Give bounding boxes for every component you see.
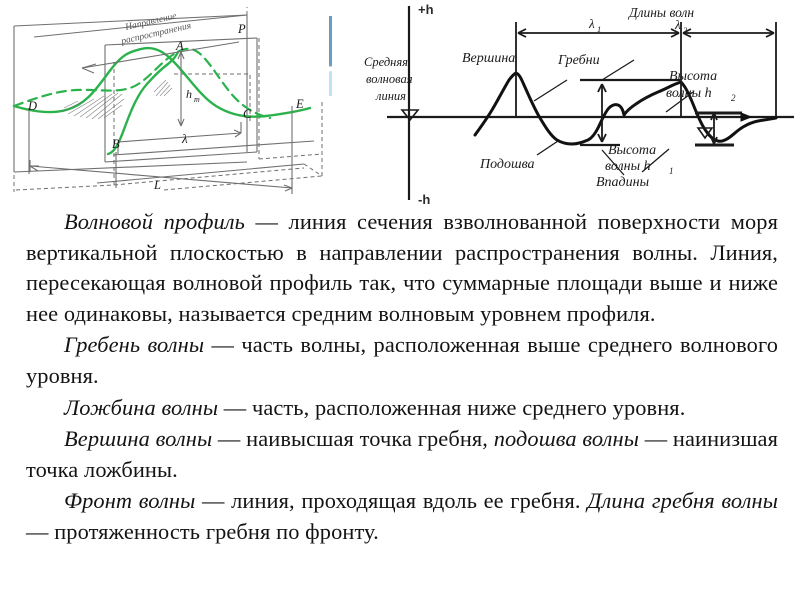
label-trough-point: Подошва xyxy=(479,157,535,172)
label-point-E: E xyxy=(295,97,304,111)
dash-ht-guides xyxy=(174,73,251,122)
mean-line-label-1: Средняя xyxy=(364,55,408,69)
paragraph-front: Фронт волны — линия, проходящая вдоль ее… xyxy=(26,486,778,547)
text-crest-length-body: — протяженность гребня по фронту. xyxy=(26,518,379,544)
wave-height-2-guides xyxy=(695,111,742,147)
text-front-body: — линия, проходящая вдоль ее гребня. xyxy=(195,488,588,514)
label-wave-lengths: Длины волн xyxy=(627,5,694,20)
label-wave-height-1-line1: Высота xyxy=(608,143,656,158)
dim-crest-length-arrow xyxy=(29,160,293,194)
mean-line-label-2: волновая xyxy=(366,72,413,86)
wave-curve-rear-dashed xyxy=(12,47,272,120)
figures-strip: Направление распространения A B C D E P … xyxy=(0,0,800,205)
paragraph-peak: Вершина волны — наивысшая точка гребня, … xyxy=(26,424,778,485)
section-plane-top-edge xyxy=(104,37,258,46)
wave-curve-front-solid xyxy=(12,46,312,118)
term-front: Фронт волны xyxy=(64,488,196,514)
axis-label-plus-h: +h xyxy=(418,2,434,17)
vertical-drop-ticks xyxy=(28,106,293,190)
wave-level-triangle-icon-right xyxy=(696,127,714,140)
leader-lines xyxy=(533,59,694,176)
label-crests: Гребни xyxy=(557,53,600,68)
paragraph-crest: Гребень волны — часть волны, расположенн… xyxy=(26,330,778,391)
dash-base-corner xyxy=(303,163,323,177)
definitions-text-block: Волновой профиль — линия сечения взволно… xyxy=(26,207,778,597)
label-wave-height-2-line1: Высота xyxy=(669,69,717,84)
label-point-P: P xyxy=(237,22,246,36)
term-wave-profile: Волновой профиль xyxy=(64,209,245,234)
wave-height-2-arrow xyxy=(710,112,718,145)
dim-wave-height-arrow xyxy=(177,51,185,127)
dash-base-front xyxy=(113,167,305,186)
lambda1-dimension xyxy=(517,28,680,38)
dash-base-right xyxy=(258,153,323,160)
label-wave-height-2-line2: волны h xyxy=(666,86,712,101)
label-wave-height-sub: т xyxy=(194,95,200,104)
label-point-D: D xyxy=(27,99,37,113)
mean-level-triangle-icon xyxy=(400,109,420,122)
section-plane-bottom-edge xyxy=(104,151,258,163)
text-wave-profile-body: — линия сечения взволнованной поверхност… xyxy=(26,209,778,326)
label-wave-height-2-sub: 2 xyxy=(731,93,736,103)
wave-profile-curve xyxy=(473,71,778,146)
hatching-shade xyxy=(61,92,125,120)
term-bottom: подошва волны xyxy=(493,426,639,452)
dim-wavelength-arrow xyxy=(117,122,242,154)
label-point-C: C xyxy=(243,107,252,121)
axis-label-minus-h: -h xyxy=(418,192,430,205)
base-plane-front-edge xyxy=(96,163,305,184)
lambda2-dimension xyxy=(682,28,775,38)
paragraph-trough: Ложбина волны — часть, расположенная ниж… xyxy=(26,393,778,424)
propagation-guide-line xyxy=(33,14,248,38)
label-wavelength-lambda: λ xyxy=(181,131,188,146)
dash-base-left xyxy=(15,184,115,191)
figure-3d-wave-profile: Направление распространения A B C D E P … xyxy=(4,2,334,207)
label-lambda1: λ xyxy=(588,16,595,31)
term-peak: Вершина волны xyxy=(64,426,213,452)
term-crest: Гребень волны xyxy=(64,332,205,358)
label-wave-height-h: h xyxy=(186,87,192,101)
text-crest-body: — часть волны, расположенная выше средне… xyxy=(26,332,778,388)
dash-base-far xyxy=(163,175,323,191)
wave-curve-section-solid xyxy=(106,50,180,156)
plane-back-top-edge xyxy=(13,14,248,27)
label-lambda2: λ xyxy=(674,17,681,32)
crest-reference-lines xyxy=(515,22,777,117)
propagation-arrow xyxy=(81,41,240,74)
figure-wave-definitions: +h -h Средняя волновая линия xyxy=(362,0,800,205)
hatching-shade-crest xyxy=(153,79,173,97)
mean-line-label-3: линия xyxy=(375,89,406,103)
label-troughs: Впадины xyxy=(596,175,649,190)
label-point-A: A xyxy=(175,39,184,53)
base-plane-back-edge xyxy=(112,140,315,156)
label-lambda2-sub: 2 xyxy=(683,25,688,35)
term-crest-length: Длина гребня волны xyxy=(587,488,778,514)
wave-height-1-guides xyxy=(580,78,680,147)
label-crest-point: Вершина xyxy=(462,51,515,66)
text-peak-body: — наивысшая точка гребня, xyxy=(212,426,494,452)
wave-height-1-arrow xyxy=(597,83,607,143)
text-bottom-body: — наинизшая точка ложбины. xyxy=(26,426,778,482)
label-wave-height-1-line2: волны h xyxy=(605,159,651,174)
level-arrow-marker xyxy=(740,112,753,122)
paragraph-wave-profile: Волновой профиль — линия сечения взволно… xyxy=(26,207,778,329)
figure-3d-wave-profile-svg: Направление распространения A B C D E P … xyxy=(12,7,323,194)
figure-wave-definitions-svg: +h -h Средняя волновая линия xyxy=(364,2,794,205)
label-crest-length-L: L xyxy=(153,178,161,192)
term-trough: Ложбина волны xyxy=(64,394,219,420)
figure-divider xyxy=(329,16,332,96)
label-lambda1-sub: 1 xyxy=(597,24,601,34)
label-point-B: B xyxy=(112,137,120,151)
text-trough-body: — часть, расположенная ниже среднего уро… xyxy=(218,394,686,420)
plane-back-bottom-edge xyxy=(13,161,248,173)
label-wave-height-1-sub: 1 xyxy=(669,166,674,176)
